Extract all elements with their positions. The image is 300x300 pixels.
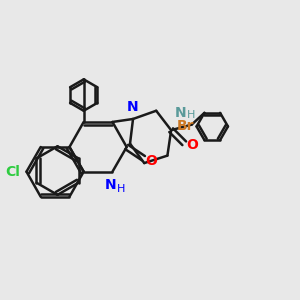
Text: N: N [105,178,116,192]
Text: O: O [186,138,198,152]
Text: H: H [187,110,195,120]
Text: O: O [146,154,157,168]
Text: Br: Br [177,119,195,134]
Text: H: H [116,184,125,194]
Text: N: N [127,100,138,115]
Text: Cl: Cl [5,165,20,179]
Text: N: N [175,106,187,120]
